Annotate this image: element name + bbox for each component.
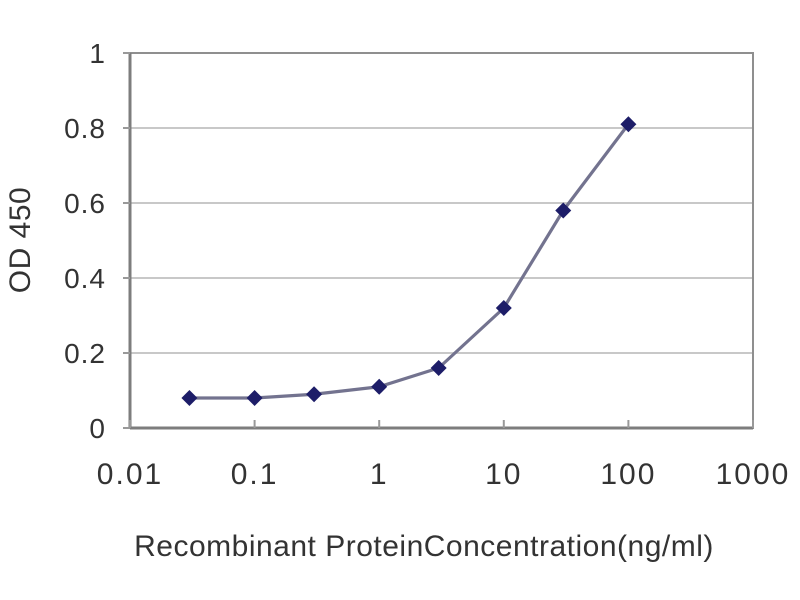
y-tick-label: 0.6 <box>64 188 106 219</box>
data-line <box>189 123 630 400</box>
data-point-marker <box>495 300 512 316</box>
x-tick-labels: 0.01 0.1 1 10 100 1000 <box>97 458 791 491</box>
y-tick-label: 0.8 <box>64 113 106 144</box>
data-point-marker <box>246 390 263 406</box>
data-point-marker <box>181 390 198 406</box>
x-tick-label: 1000 <box>716 458 791 491</box>
data-point-marker <box>555 202 572 219</box>
y-tick-labels: 0 0.2 0.4 0.6 0.8 1 <box>64 38 106 444</box>
x-axis-title: Recombinant ProteinConcentration(ng/ml) <box>134 530 714 563</box>
data-point-marker <box>371 378 388 395</box>
data-series <box>181 116 637 406</box>
data-point-marker <box>620 116 637 133</box>
y-tick-label: 0.2 <box>64 338 106 369</box>
axis-ticks <box>123 52 754 429</box>
data-point-marker <box>306 386 323 403</box>
x-tick-label: 0.01 <box>97 458 163 491</box>
plot-frame <box>128 52 754 430</box>
x-tick-label: 10 <box>485 458 522 491</box>
y-axis-title: OD 450 <box>4 187 37 293</box>
x-tick-label: 1 <box>370 458 389 491</box>
data-point-marker <box>430 360 447 376</box>
y-tick-label: 1 <box>89 38 106 69</box>
x-tick-label: 0.1 <box>231 458 279 491</box>
y-tick-label: 0.4 <box>64 263 106 294</box>
x-tick-label: 100 <box>600 458 656 491</box>
y-tick-label: 0 <box>89 413 106 444</box>
gridlines <box>130 127 753 354</box>
